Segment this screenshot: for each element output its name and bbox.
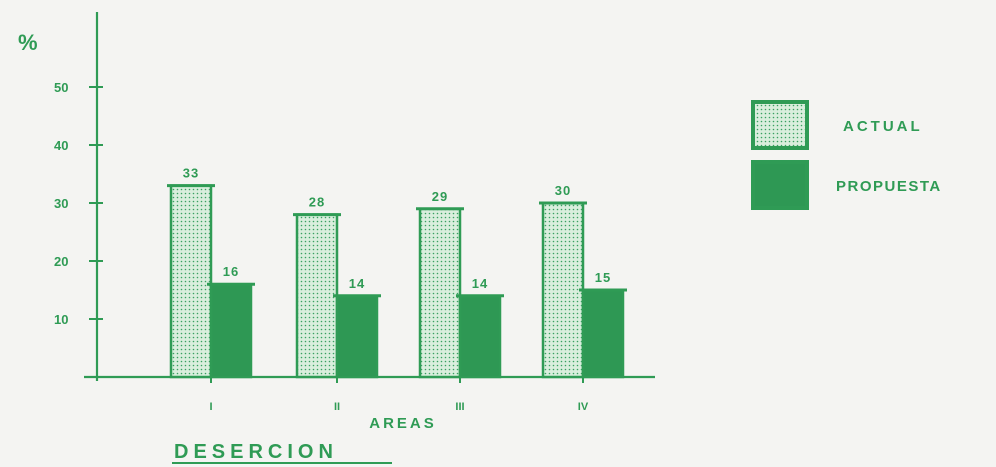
data-label: 28 xyxy=(309,195,325,210)
legend-label-propuesta: PROPUESTA xyxy=(836,178,942,195)
bar-propuesta xyxy=(209,282,253,379)
bar-propuesta xyxy=(335,294,379,379)
labels: 10 20 30 40 50 I 33 16 II 28 14 III 29 14 IV 30 15 xyxy=(54,80,611,413)
legend-swatch-propuesta xyxy=(751,160,809,210)
data-label: 14 xyxy=(472,276,488,291)
y-tick-label: 30 xyxy=(54,196,68,211)
bar-propuesta xyxy=(581,288,625,379)
bar-actual xyxy=(418,207,462,379)
bars xyxy=(167,184,627,379)
y-tick-label: 40 xyxy=(54,138,68,153)
x-tick-label: II xyxy=(334,401,340,413)
y-axis-label: % xyxy=(18,30,38,55)
data-label: 16 xyxy=(223,264,239,279)
y-tick-label: 10 xyxy=(54,312,68,327)
x-tick-label: IV xyxy=(578,401,589,413)
x-tick-label: I xyxy=(209,401,212,413)
data-label: 29 xyxy=(432,189,448,204)
bar-actual xyxy=(295,213,339,379)
legend-label-actual: ACTUAL xyxy=(843,118,923,135)
chart-title: DESERCION xyxy=(174,441,338,463)
bar-propuesta xyxy=(458,294,502,379)
y-tick-label: 20 xyxy=(54,254,68,269)
data-label: 15 xyxy=(595,270,611,285)
data-label: 33 xyxy=(183,166,199,181)
bar-actual xyxy=(169,184,213,379)
bar-actual xyxy=(541,201,585,379)
x-tick-label: III xyxy=(455,401,464,413)
legend-swatch-actual xyxy=(751,100,809,150)
x-axis-label: AREAS xyxy=(369,415,437,432)
y-tick-label: 50 xyxy=(54,80,68,95)
data-label: 14 xyxy=(349,276,365,291)
data-label: 30 xyxy=(555,183,571,198)
legend: ACTUAL PROPUESTA xyxy=(751,100,942,210)
